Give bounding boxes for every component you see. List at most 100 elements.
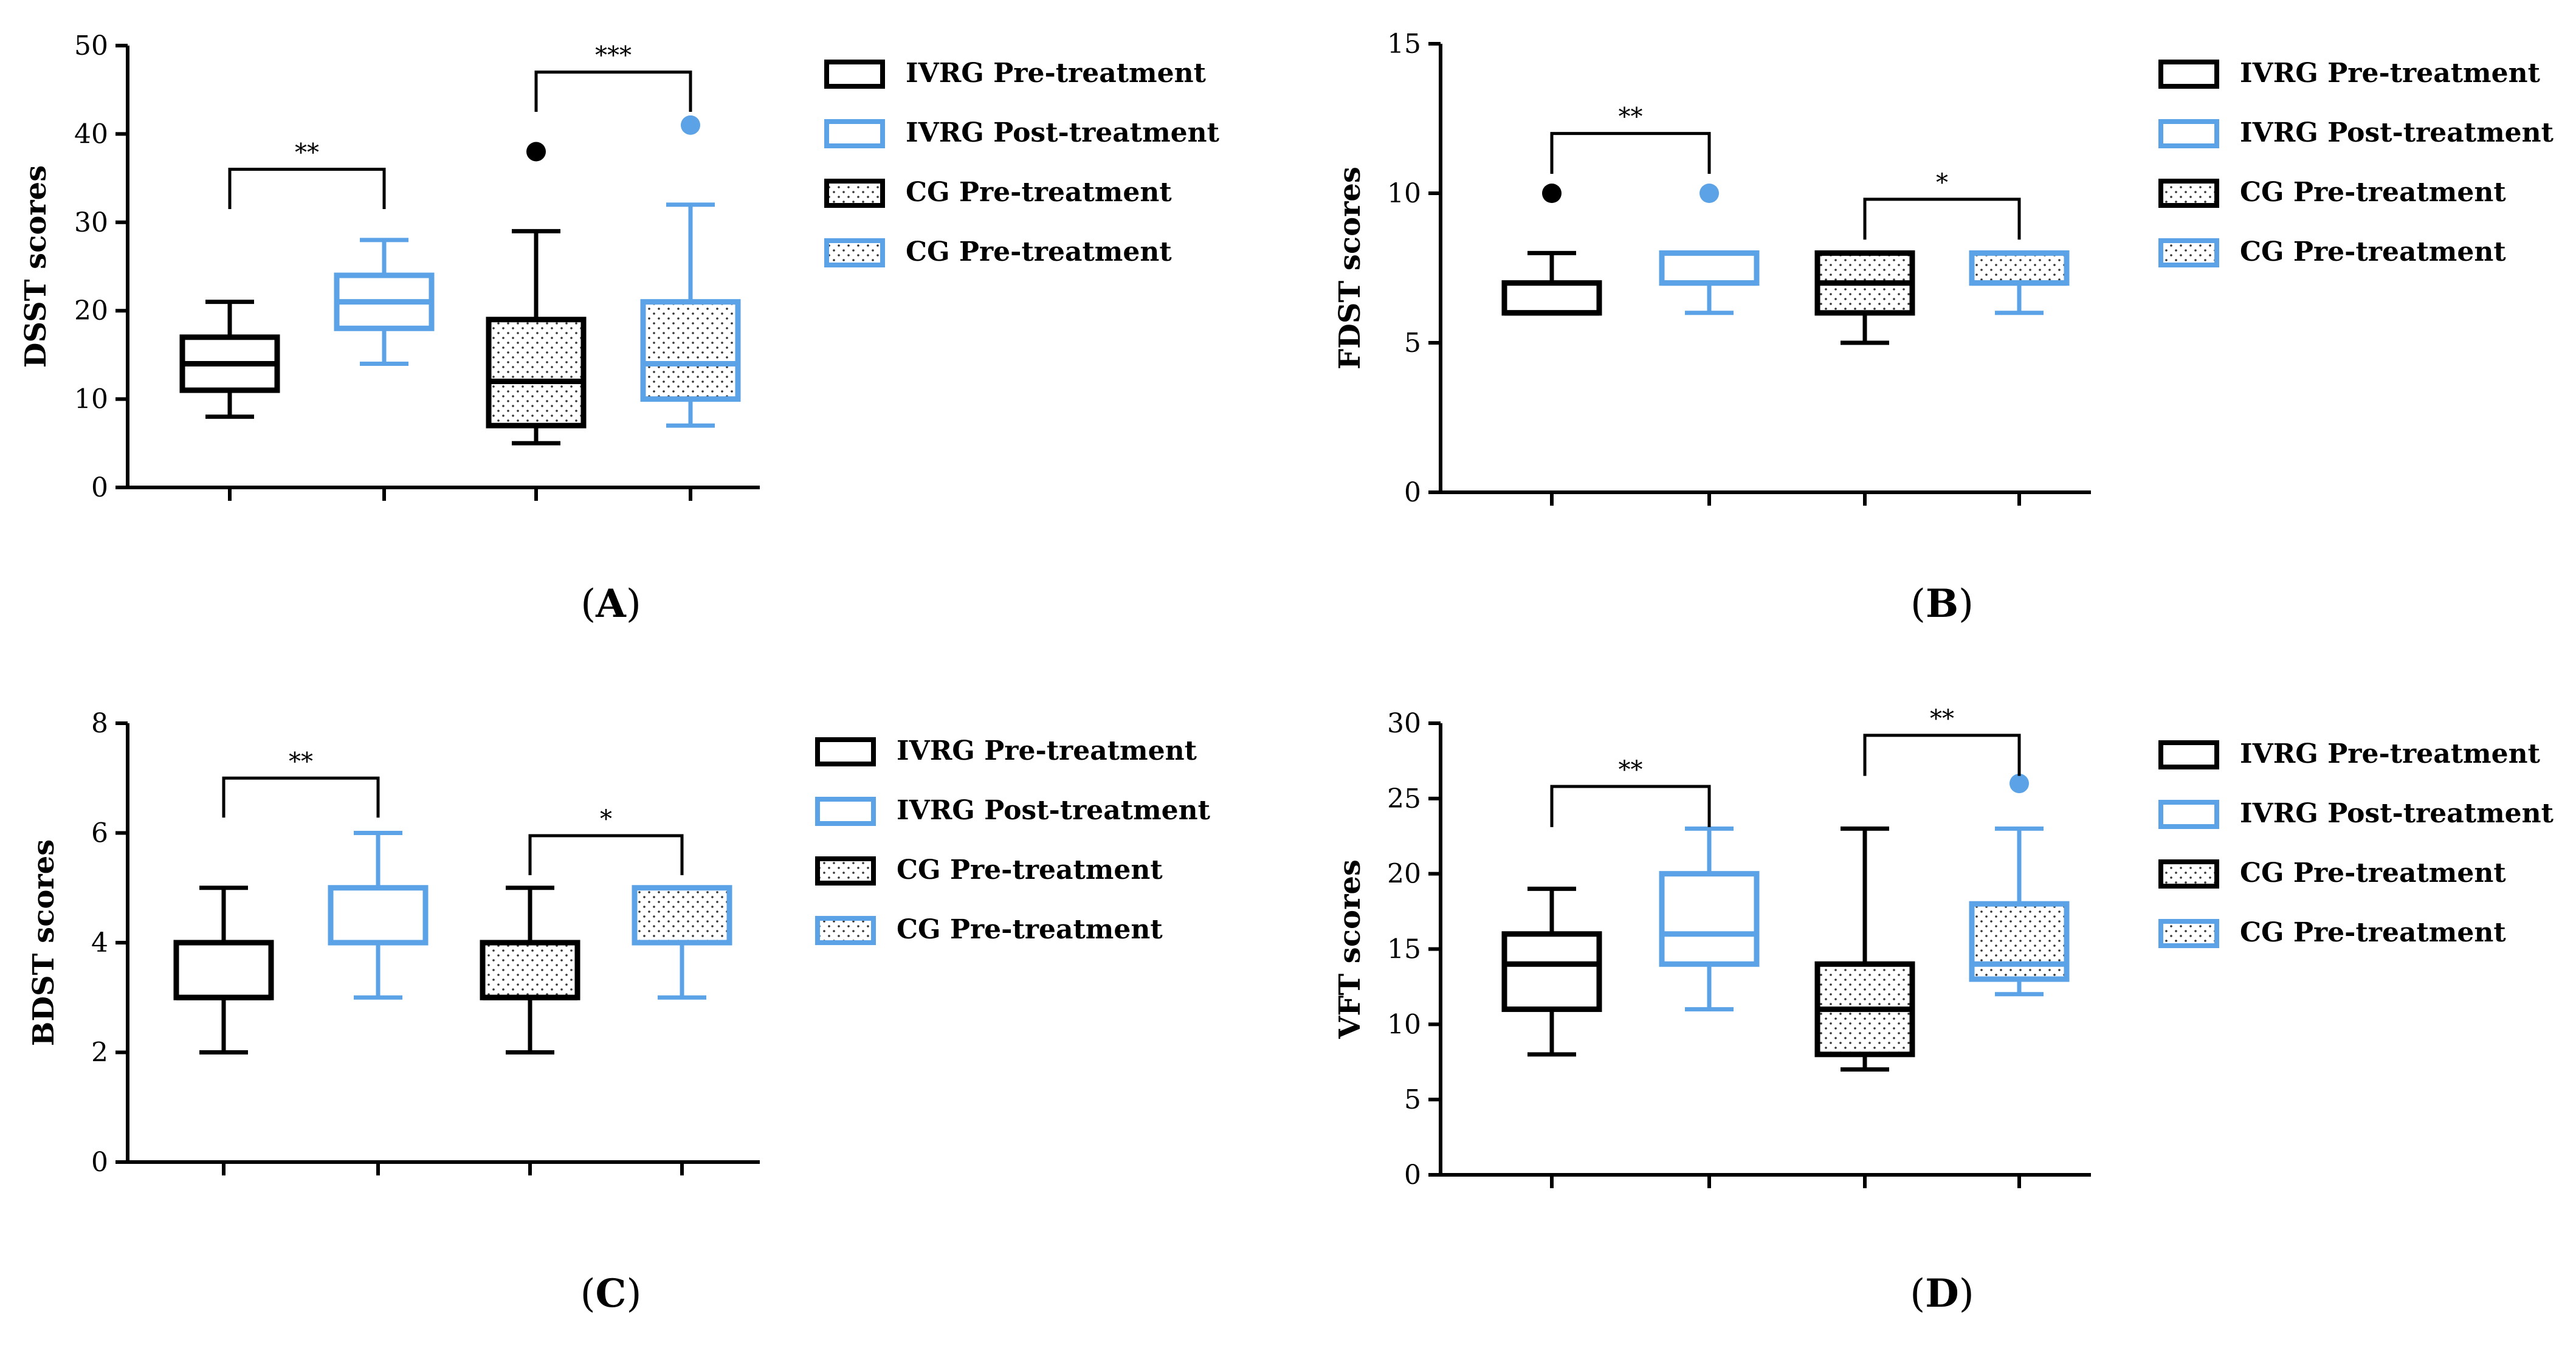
legend-item: CG Pre-treatment: [2158, 236, 2506, 267]
significance-label: ***: [595, 42, 632, 70]
box-1: [1501, 886, 1602, 1057]
legend-label: IVRG Pre-treatment: [2240, 738, 2541, 769]
legend-swatch: [815, 856, 876, 886]
outlier-point: [681, 115, 700, 135]
legend-swatch: [824, 60, 885, 89]
outlier-point: [2009, 774, 2029, 794]
box-3: [1814, 826, 1915, 1072]
y-tick-label: 10: [1387, 1009, 1421, 1040]
y-tick-label: 30: [74, 207, 108, 238]
bracket-line: [1863, 198, 2021, 240]
y-axis-title: FDST scores: [1333, 167, 1367, 370]
box-3: [480, 886, 580, 1054]
legend-item: IVRG Pre-treatment: [2158, 58, 2541, 89]
box-1: [179, 300, 280, 419]
significance-bracket: **: [1550, 756, 1711, 827]
legend: IVRG Pre-treatment IVRG Post-treatment CG …: [2158, 58, 2554, 267]
y-tick-label: 8: [91, 708, 108, 739]
box-iqr: [632, 885, 732, 946]
box-4: [1969, 774, 2070, 997]
y-tick-label: 10: [74, 384, 108, 415]
bracket-line: [534, 71, 692, 112]
legend-swatch: [2158, 859, 2219, 889]
panel-label-c: (C): [580, 1271, 642, 1316]
box-1: [173, 886, 274, 1054]
y-tick-label: 2: [91, 1037, 108, 1068]
y-axis-title: VFT scores: [1333, 859, 1367, 1039]
significance-bracket: **: [1863, 705, 2021, 776]
legend: IVRG Pre-treatment IVRG Post-treatment CG …: [824, 58, 1220, 267]
box-iqr: [480, 940, 580, 1000]
significance-label: **: [289, 748, 313, 776]
box-2: [1659, 184, 1760, 315]
box-2: [1659, 826, 1760, 1012]
box-1: [1501, 184, 1602, 316]
box-4: [1969, 250, 2070, 315]
y-tick-label: 10: [1387, 178, 1421, 209]
legend: IVRG Pre-treatment IVRG Post-treatment CG …: [815, 735, 1211, 945]
box-2: [334, 238, 435, 366]
box-iqr: [1501, 931, 1602, 1013]
y-tick-label: 40: [74, 119, 108, 150]
box-iqr: [1969, 901, 2070, 982]
legend-swatch: [824, 238, 885, 267]
y-tick-label: 6: [91, 818, 108, 849]
box-4: [632, 885, 732, 1000]
legend-swatch: [815, 916, 876, 945]
legend-label: CG Pre-treatment: [906, 177, 1172, 208]
legend-item: IVRG Post-treatment: [815, 795, 1211, 826]
legend-item: CG Pre-treatment: [815, 855, 1163, 886]
legend-label: IVRG Pre-treatment: [906, 58, 1207, 89]
legend-label: CG Pre-treatment: [906, 236, 1172, 267]
outlier-point: [526, 142, 546, 162]
box-iqr: [1501, 280, 1602, 316]
legend-label: CG Pre-treatment: [897, 914, 1163, 945]
legend-item: IVRG Post-treatment: [824, 117, 1220, 148]
legend-label: IVRG Post-treatment: [906, 117, 1220, 148]
box-3: [1814, 250, 1915, 345]
y-tick-label: 20: [74, 295, 108, 326]
bracket-line: [222, 776, 380, 818]
legend-swatch: [2158, 740, 2219, 769]
y-tick-label: 30: [1387, 708, 1421, 739]
legend-item: CG Pre-treatment: [2158, 177, 2506, 208]
legend-swatch: [2158, 179, 2219, 208]
y-tick-label: 25: [1387, 783, 1421, 814]
legend: IVRG Pre-treatment IVRG Post-treatment CG …: [2158, 738, 2554, 948]
outlier-point: [1542, 184, 1562, 203]
y-tick-label: 50: [74, 30, 108, 61]
legend-swatch: [2158, 238, 2219, 267]
box-iqr: [640, 299, 741, 402]
legend-label: CG Pre-treatment: [2240, 917, 2506, 948]
box-iqr: [1659, 250, 1760, 286]
bracket-line: [528, 834, 684, 875]
y-tick-label: 4: [91, 927, 108, 958]
legend-label: IVRG Post-treatment: [2240, 117, 2554, 148]
significance-bracket: ***: [534, 42, 692, 112]
y-tick-label: 15: [1387, 29, 1421, 60]
box-iqr: [328, 885, 429, 946]
bracket-line: [1550, 785, 1711, 827]
legend-swatch: [2158, 60, 2219, 89]
legend-item: IVRG Pre-treatment: [824, 58, 1207, 89]
box-2: [328, 831, 429, 1000]
box-iqr: [173, 940, 274, 1000]
legend-swatch: [2158, 119, 2219, 148]
legend-item: IVRG Pre-treatment: [2158, 738, 2541, 769]
significance-label: **: [295, 139, 319, 167]
legend-item: CG Pre-treatment: [824, 236, 1172, 267]
significance-bracket: *: [528, 805, 684, 875]
legend-item: CG Pre-treatment: [2158, 858, 2506, 889]
y-axis-title: DSST scores: [19, 165, 53, 368]
y-tick-label: 0: [1404, 477, 1421, 508]
significance-bracket: *: [1863, 169, 2021, 240]
y-axis-title: BDST scores: [27, 839, 61, 1046]
box-3: [486, 142, 587, 445]
legend-item: IVRG Pre-treatment: [815, 735, 1197, 766]
panel-label-b: (B): [1910, 581, 1974, 627]
legend-item: IVRG Post-treatment: [2158, 798, 2554, 829]
legend-label: IVRG Post-treatment: [2240, 798, 2554, 829]
